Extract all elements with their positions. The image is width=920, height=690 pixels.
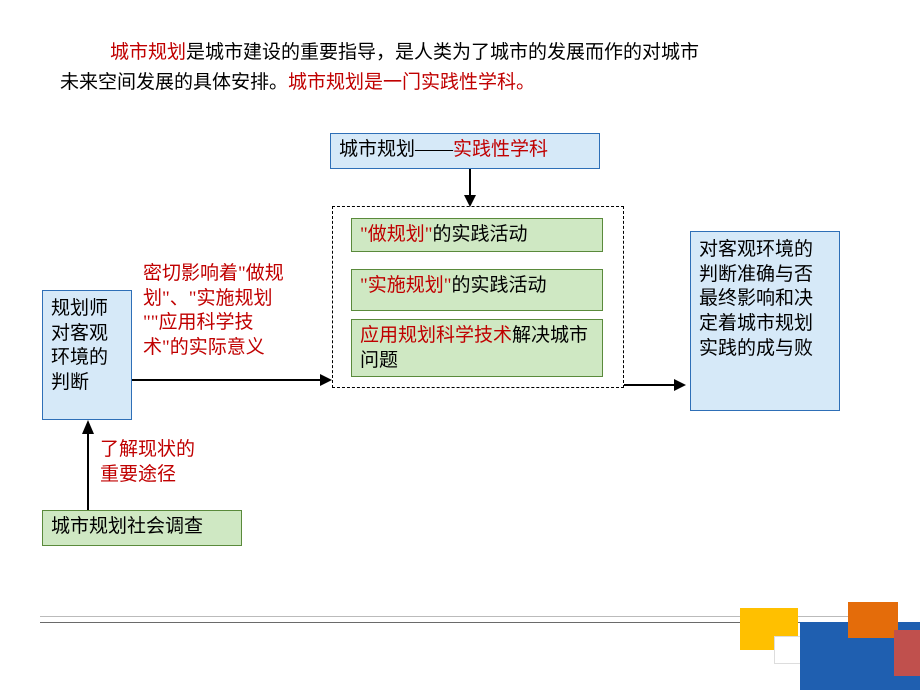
left-box-text: 规划师对客观环境的判断 [51, 298, 108, 393]
bottom-box: 城市规划社会调查 [42, 510, 242, 546]
green-box-3: 应用规划科学技术解决城市问题 [351, 319, 603, 377]
bottom-box-text: 城市规划社会调查 [51, 516, 203, 537]
green-box-1: "做规划"的实践活动 [351, 218, 603, 252]
left-label: 密切影响着"做规 划"、"实施规划 ""应用科学技 术"的实际意义 [143, 262, 333, 361]
right-box: 对客观环境的判断准确与否最终影响和决定着城市规划实践的成与败 [690, 231, 840, 411]
left-box: 规划师对客观环境的判断 [42, 290, 132, 420]
deco-orange [848, 602, 898, 638]
arrow-left-right [132, 370, 342, 390]
green-box-3-red: 应用规划科学技术 [360, 325, 512, 346]
left-label-l2: 划"、"实施规划 [143, 287, 333, 312]
intro-line2-red: 城市规划是一门实践性学科。 [288, 72, 535, 93]
green-box-1-red: "做规划" [360, 224, 433, 245]
top-box: 城市规划——实践性学科 [330, 133, 600, 169]
arrow-center-right [624, 375, 694, 395]
top-box-right: 实践性学科 [453, 139, 548, 160]
deco-white [774, 636, 802, 664]
green-box-1-black: 的实践活动 [433, 224, 528, 245]
left-label-l1: 密切影响着"做规 [143, 262, 333, 287]
arrow-top-down [460, 169, 480, 209]
deco-red [894, 630, 920, 676]
intro-line1-red: 城市规划 [110, 42, 186, 63]
intro-line1-black: 是城市建设的重要指导，是人类为了城市的发展而作的对城市 [186, 42, 699, 63]
intro-line1: 城市规划是城市建设的重要指导，是人类为了城市的发展而作的对城市 [110, 38, 870, 67]
green-box-2: "实施规划"的实践活动 [351, 269, 603, 311]
left-label-l4: 术"的实际意义 [143, 336, 333, 361]
bottom-label: 了解现状的 重要途径 [100, 438, 250, 487]
intro-line2-black: 未来空间发展的具体安排。 [60, 72, 288, 93]
top-box-left: 城市规划—— [339, 139, 453, 160]
green-box-2-black: 的实践活动 [452, 275, 547, 296]
right-box-text: 对客观环境的判断准确与否最终影响和决定着城市规划实践的成与败 [699, 239, 813, 359]
bottom-label-l1: 了解现状的 [100, 438, 250, 463]
arrow-bottom-up [78, 420, 98, 510]
left-label-l3: ""应用科学技 [143, 311, 333, 336]
intro-line2: 未来空间发展的具体安排。城市规划是一门实践性学科。 [60, 68, 880, 97]
bottom-label-l2: 重要途径 [100, 463, 250, 488]
green-box-2-red: "实施规划" [360, 275, 452, 296]
